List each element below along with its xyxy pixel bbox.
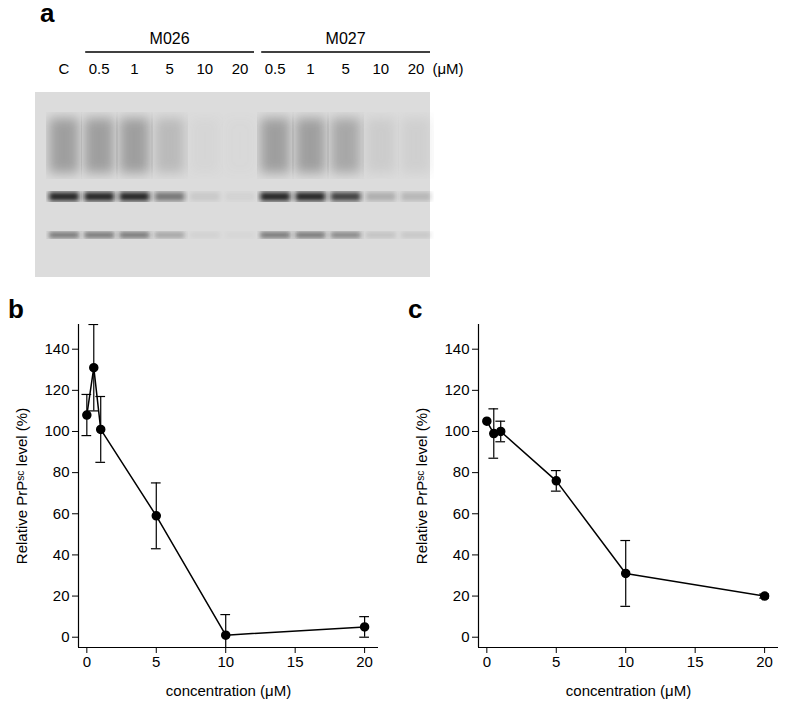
- svg-text:Relative PrPˢᶜ level (%): Relative PrPˢᶜ level (%): [13, 408, 30, 564]
- html-text:b: b: [8, 294, 24, 324]
- svg-text:100: 100: [44, 422, 69, 439]
- svg-text:20: 20: [408, 60, 425, 77]
- svg-text:1: 1: [130, 60, 138, 77]
- svg-text:40: 40: [53, 546, 70, 563]
- svg-text:(μM): (μM): [432, 60, 463, 77]
- svg-text:60: 60: [53, 505, 70, 522]
- svg-text:0: 0: [61, 628, 69, 645]
- svg-text:5: 5: [152, 653, 160, 670]
- svg-text:20: 20: [232, 60, 249, 77]
- svg-text:60: 60: [453, 505, 470, 522]
- svg-text:5: 5: [165, 60, 173, 77]
- svg-text:M027: M027: [326, 30, 366, 47]
- svg-text:10: 10: [217, 653, 234, 670]
- svg-text:10: 10: [196, 60, 213, 77]
- svg-text:1: 1: [306, 60, 314, 77]
- svg-text:0: 0: [483, 653, 491, 670]
- svg-text:20: 20: [453, 587, 470, 604]
- svg-text:5: 5: [552, 653, 560, 670]
- svg-text:120: 120: [444, 381, 469, 398]
- svg-text:20: 20: [53, 587, 70, 604]
- svg-text:120: 120: [44, 381, 69, 398]
- svg-text:20: 20: [756, 653, 773, 670]
- svg-text:10: 10: [372, 60, 389, 77]
- svg-text:80: 80: [53, 463, 70, 480]
- svg-text:100: 100: [444, 422, 469, 439]
- svg-text:concentration (μM): concentration (μM): [566, 682, 691, 699]
- svg-text:0.5: 0.5: [265, 60, 286, 77]
- html-text:c: c: [408, 294, 423, 324]
- svg-text:15: 15: [687, 653, 704, 670]
- svg-text:C: C: [59, 60, 70, 77]
- svg-text:140: 140: [44, 340, 69, 357]
- svg-text:0.5: 0.5: [89, 60, 110, 77]
- svg-text:concentration (μM): concentration (μM): [166, 682, 291, 699]
- svg-text:20: 20: [356, 653, 373, 670]
- svg-text:15: 15: [287, 653, 304, 670]
- svg-text:80: 80: [453, 463, 470, 480]
- svg-text:40: 40: [453, 546, 470, 563]
- svg-text:10: 10: [617, 653, 634, 670]
- svg-text:a: a: [40, 0, 55, 28]
- svg-text:140: 140: [444, 340, 469, 357]
- svg-text:0: 0: [461, 628, 469, 645]
- svg-text:M026: M026: [150, 30, 190, 47]
- svg-text:0: 0: [83, 653, 91, 670]
- svg-text:Relative PrPˢᶜ level (%): Relative PrPˢᶜ level (%): [413, 408, 430, 564]
- svg-text:5: 5: [341, 60, 349, 77]
